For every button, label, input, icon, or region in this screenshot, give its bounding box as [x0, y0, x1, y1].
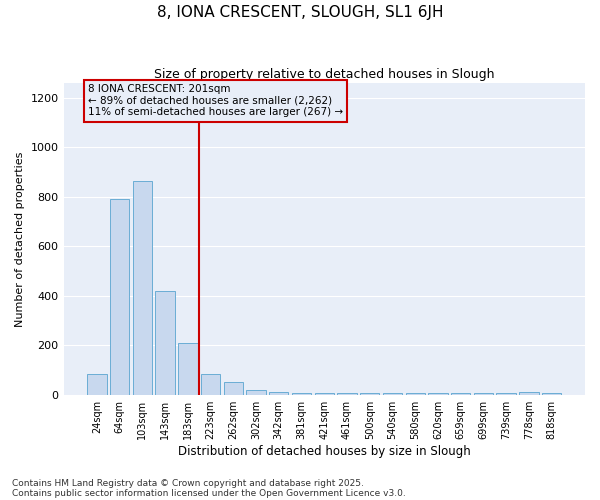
Title: Size of property relative to detached houses in Slough: Size of property relative to detached ho…: [154, 68, 494, 80]
X-axis label: Distribution of detached houses by size in Slough: Distribution of detached houses by size …: [178, 444, 470, 458]
Text: Contains public sector information licensed under the Open Government Licence v3: Contains public sector information licen…: [12, 488, 406, 498]
Bar: [224, 382, 243, 394]
Bar: [247, 390, 266, 394]
Bar: [178, 343, 197, 394]
Bar: [133, 181, 152, 394]
Text: 8, IONA CRESCENT, SLOUGH, SL1 6JH: 8, IONA CRESCENT, SLOUGH, SL1 6JH: [157, 5, 443, 20]
Bar: [519, 392, 539, 394]
Bar: [87, 374, 107, 394]
Y-axis label: Number of detached properties: Number of detached properties: [15, 151, 25, 326]
Bar: [110, 200, 130, 394]
Bar: [269, 392, 289, 394]
Bar: [201, 374, 220, 394]
Text: 8 IONA CRESCENT: 201sqm
← 89% of detached houses are smaller (2,262)
11% of semi: 8 IONA CRESCENT: 201sqm ← 89% of detache…: [88, 84, 343, 117]
Text: Contains HM Land Registry data © Crown copyright and database right 2025.: Contains HM Land Registry data © Crown c…: [12, 478, 364, 488]
Bar: [155, 291, 175, 395]
